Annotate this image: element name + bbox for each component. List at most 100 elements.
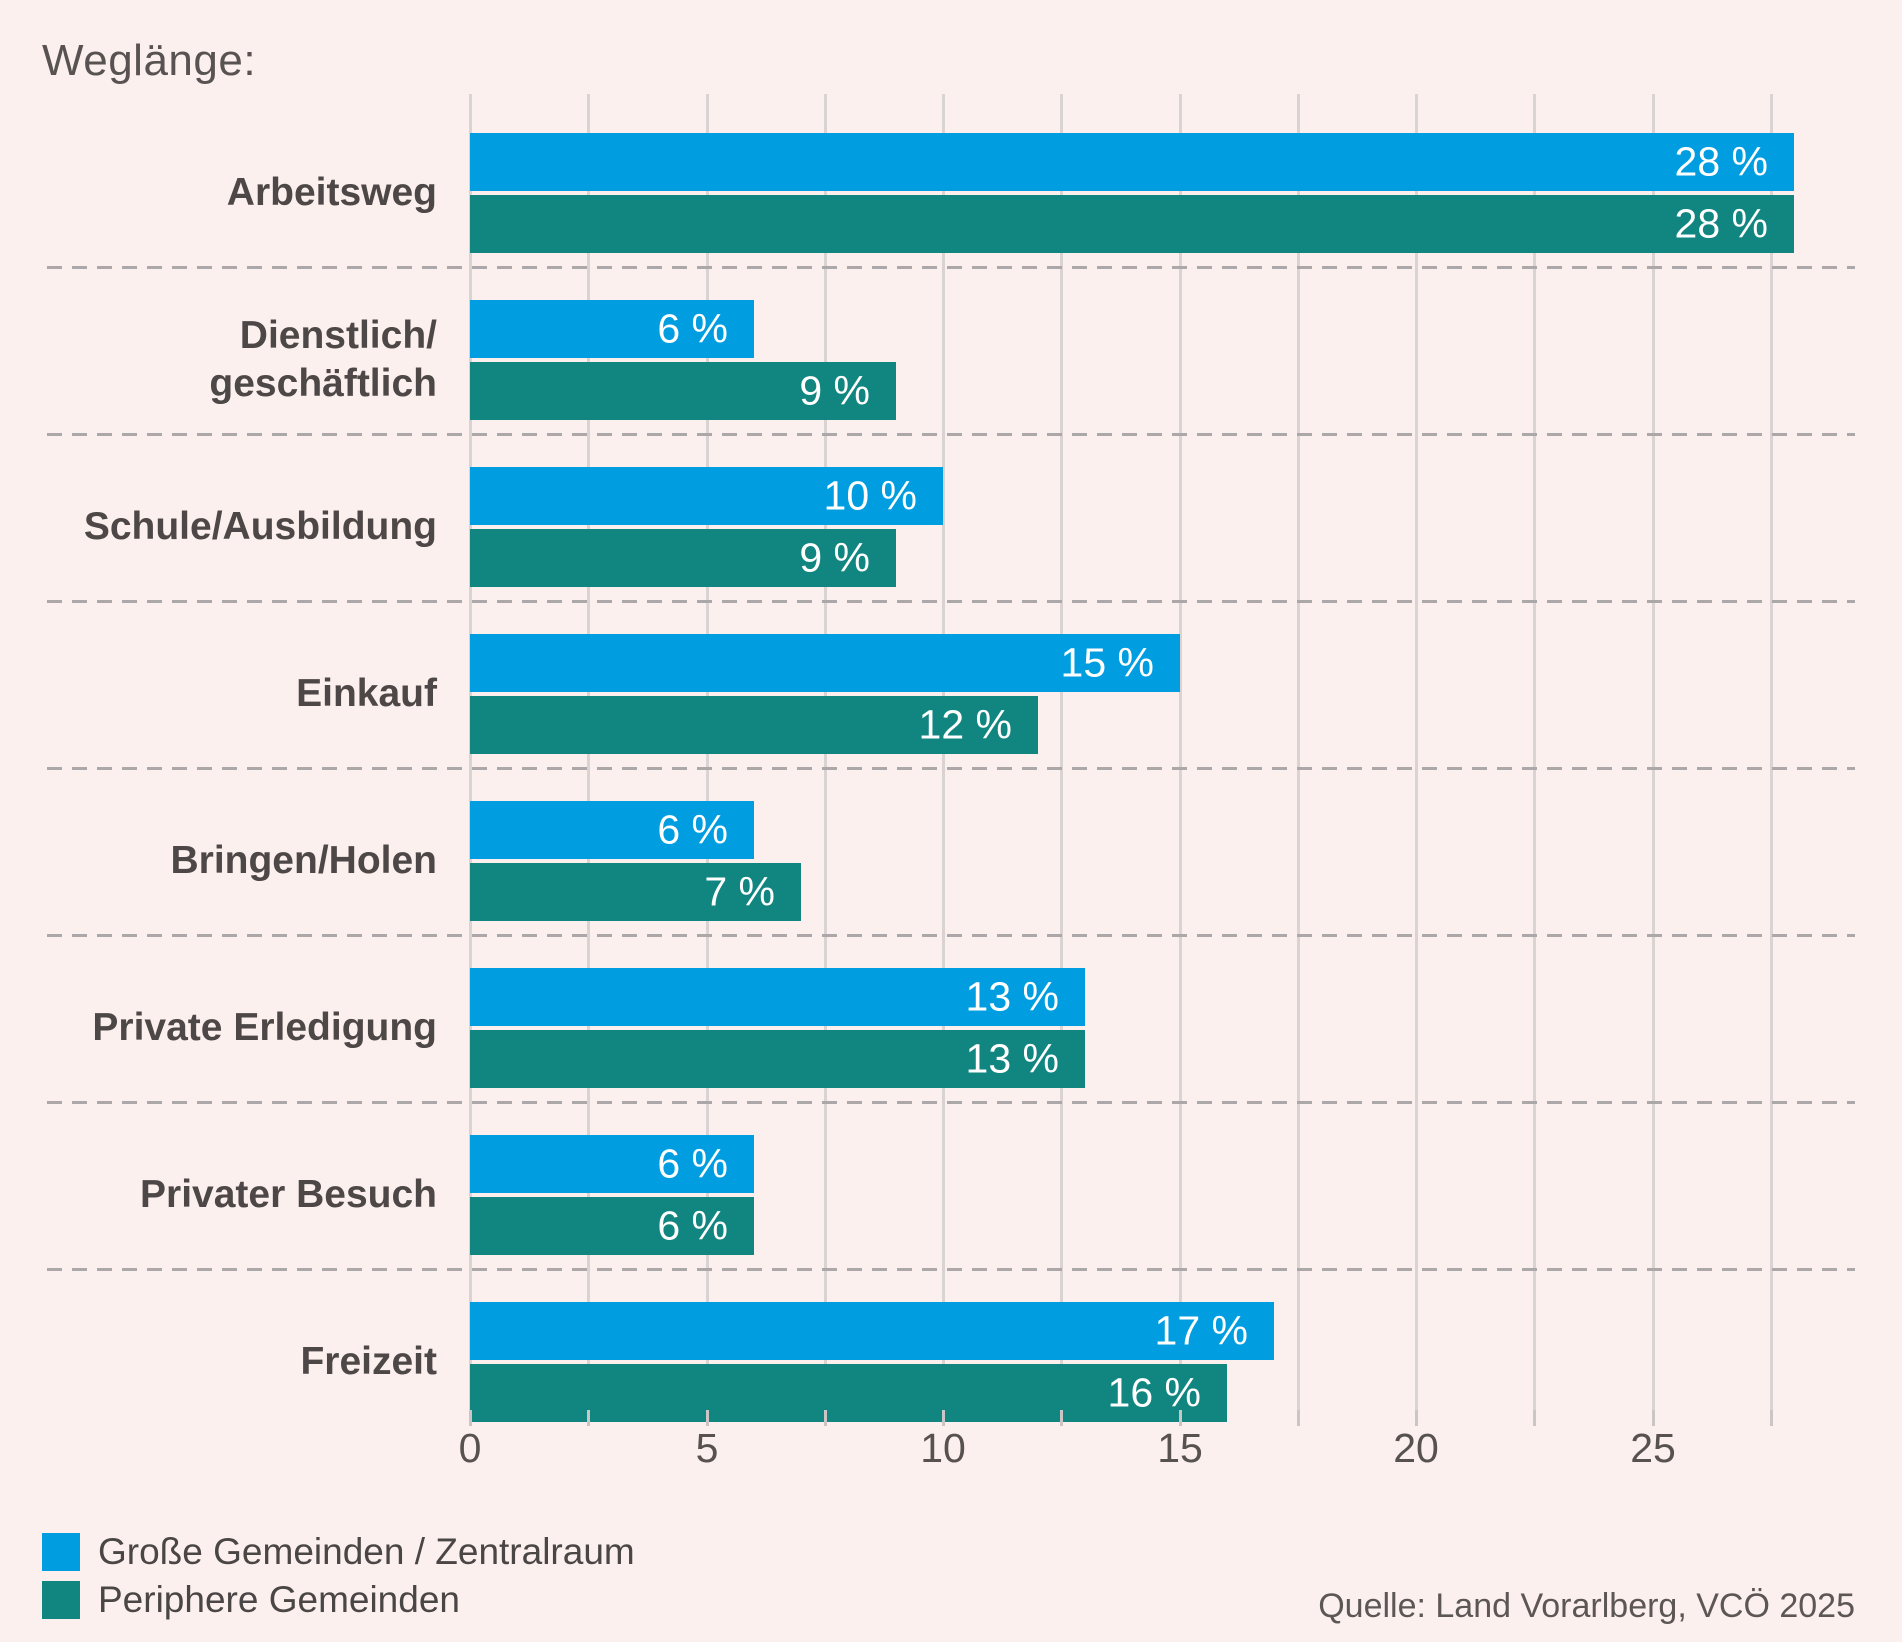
legend-item: Große Gemeinden / Zentralraum [42,1531,635,1573]
bar-group: 6 % 9 % [470,300,896,420]
row-separator [47,934,1855,937]
gridline [1533,94,1536,1410]
bar-primary: 15 % [470,634,1180,692]
x-axis-tick-label: 10 [920,1425,966,1471]
bar-secondary: 12 % [470,696,1038,754]
row-separator [47,1268,1855,1271]
category-label-text: Freizeit [300,1340,437,1384]
axis-tick [824,1410,827,1426]
row-separator [47,600,1855,603]
chart-row: Schule/Ausbildung 10 % 9 % [0,435,1902,603]
gridline [1179,94,1182,1410]
x-axis-tick-label: 5 [695,1425,719,1471]
x-axis-tick-label: 15 [1157,1425,1203,1471]
bar-value-label: 6 % [657,1202,728,1249]
bar-value-label: 28 % [1674,200,1768,247]
category-label: Private Erledigung [0,966,437,1090]
chart-row: Freizeit 17 % 16 % [0,1270,1902,1437]
legend-label: Periphere Gemeinden [98,1579,460,1620]
bar-value-label: 6 % [657,1140,728,1187]
chart-title: Weglänge: [42,36,257,85]
chart-row: Bringen/Holen 6 % 7 % [0,769,1902,937]
category-label-text: Privater Besuch [140,1173,437,1217]
chart-row: Arbeitsweg 28 % 28 % [0,101,1902,269]
bar-value-label: 16 % [1107,1369,1201,1416]
category-label-text: Private Erledigung [92,1006,437,1050]
axis-tick [587,1410,590,1426]
axis-tick [1533,1410,1536,1426]
category-label: Privater Besuch [0,1133,437,1257]
bar-primary: 28 % [470,133,1794,191]
axis-tick [1060,1410,1063,1426]
axis-tick [469,1410,472,1426]
bar-value-label: 10 % [823,472,917,519]
bar-primary: 13 % [470,968,1085,1026]
row-separator [47,266,1855,269]
category-label: Freizeit [0,1300,437,1424]
category-label-text: Arbeitsweg [226,171,437,215]
bar-value-label: 9 % [799,367,870,414]
row-separator [47,433,1855,436]
bar-rows: Arbeitsweg 28 % 28 % Dienstlich/geschäftlic… [0,101,1902,1437]
bar-group: 17 % 16 % [470,1302,1274,1422]
bar-secondary: 16 % [470,1364,1227,1422]
legend: Große Gemeinden / Zentralraum Periphere G… [42,1531,635,1627]
bar-group: 15 % 12 % [470,634,1180,754]
chart-row: Private Erledigung 13 % 13 % [0,936,1902,1104]
bar-primary: 6 % [470,801,754,859]
bar-secondary: 9 % [470,362,896,420]
chart-row: Dienstlich/geschäftlich 6 % 9 % [0,268,1902,436]
bar-secondary: 9 % [470,529,896,587]
bar-primary: 6 % [470,300,754,358]
category-label-text: Schule/Ausbildung [83,505,437,549]
legend-label: Große Gemeinden / Zentralraum [98,1531,635,1572]
category-label-text: Einkauf [296,672,437,716]
bar-value-label: 9 % [799,534,870,581]
bar-value-label: 15 % [1060,639,1154,686]
x-axis-tick-label: 0 [458,1425,482,1471]
category-label: Einkauf [0,632,437,756]
gridline [1060,94,1063,1410]
gridline [1297,94,1300,1410]
category-label: Schule/Ausbildung [0,465,437,589]
x-axis-tick-label: 25 [1630,1425,1676,1471]
axis-tick [1652,1410,1655,1426]
bar-secondary: 13 % [470,1030,1085,1088]
axis-tick [1297,1410,1300,1426]
row-separator [47,1101,1855,1104]
bar-value-label: 13 % [965,1035,1059,1082]
x-axis-tick-label: 20 [1393,1425,1439,1471]
category-label-text: Dienstlich/geschäftlich [209,314,437,405]
bar-value-label: 12 % [918,701,1012,748]
bar-value-label: 13 % [965,973,1059,1020]
gridline [1415,94,1418,1410]
legend-item: Periphere Gemeinden [42,1579,635,1621]
bar-value-label: 17 % [1154,1307,1248,1354]
axis-tick [706,1410,709,1426]
axis-tick [1179,1410,1182,1426]
chart-row: Privater Besuch 6 % 6 % [0,1103,1902,1271]
category-label: Arbeitsweg [0,131,437,255]
bar-value-label: 28 % [1674,138,1768,185]
source-note: Quelle: Land Vorarlberg, VCÖ 2025 [1318,1587,1855,1625]
bar-secondary: 7 % [470,863,801,921]
category-label: Dienstlich/geschäftlich [0,298,437,422]
legend-swatch [42,1533,80,1571]
bar-value-label: 7 % [704,868,775,915]
bar-primary: 10 % [470,467,943,525]
bar-secondary: 6 % [470,1197,754,1255]
axis-tick [942,1410,945,1426]
bar-value-label: 6 % [657,305,728,352]
gridline [1770,94,1773,1410]
bar-secondary: 28 % [470,195,1794,253]
bar-value-label: 6 % [657,806,728,853]
bar-group: 6 % 7 % [470,801,801,921]
category-label: Bringen/Holen [0,799,437,923]
axis-ticks-layer [469,1410,1860,1426]
legend-swatch [42,1581,80,1619]
bar-primary: 6 % [470,1135,754,1193]
bar-group: 6 % 6 % [470,1135,754,1255]
chart-row: Einkauf 15 % 12 % [0,602,1902,770]
bar-primary: 17 % [470,1302,1274,1360]
